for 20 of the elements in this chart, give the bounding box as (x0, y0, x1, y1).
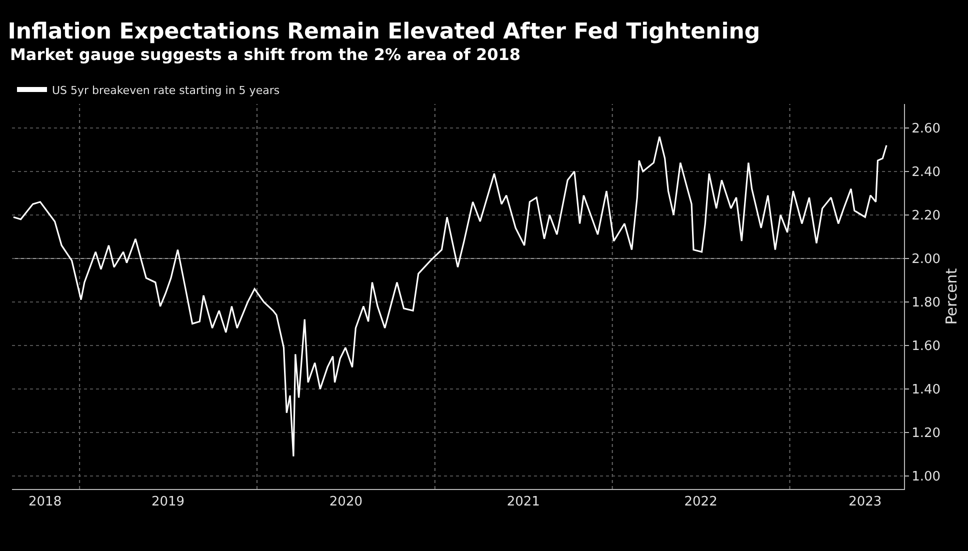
x-tick-label: 2021 (506, 494, 540, 510)
line-series (12, 136, 888, 458)
y-tick-label: 1.80 (912, 295, 941, 310)
y-tick-label: 2.40 (912, 164, 941, 180)
y-tick-label: 2.60 (912, 121, 941, 136)
y-tick-label: 2.20 (912, 208, 941, 224)
x-tick-label: 2020 (329, 494, 362, 510)
legend-label: US 5yr breakeven rate starting in 5 years (52, 84, 280, 97)
y-tick-label: 2.00 (912, 252, 941, 267)
y-tick-label: 1.40 (912, 382, 941, 398)
y-tick-label: 1.00 (912, 470, 941, 484)
x-tick-label: 2018 (28, 494, 62, 510)
chart-title: Inflation Expectations Remain Elevated After Fed Tightening (8, 20, 760, 45)
y-tick-label: 1.60 (912, 338, 941, 354)
x-tick-label: 2022 (684, 494, 718, 510)
chart-subtitle: Market gauge suggests a shift from the 2% area of 2018 (10, 45, 521, 64)
y-axis-title: Percent (942, 268, 961, 325)
x-tick-label: 2019 (151, 494, 185, 510)
y-tick-label: 1.20 (912, 426, 941, 441)
x-tick-label: 2023 (848, 494, 882, 510)
